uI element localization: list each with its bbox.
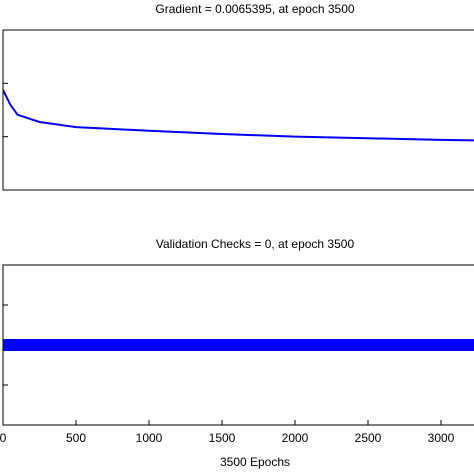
- x-tick-label: 2500: [355, 431, 382, 445]
- x-axis-label: 3500 Epochs: [220, 455, 290, 469]
- plot-area: [3, 89, 474, 142]
- x-tick-label: 1500: [209, 431, 236, 445]
- chart-title: Gradient = 0.0065395, at epoch 3500: [155, 2, 354, 16]
- x-tick-label: 2000: [282, 431, 309, 445]
- x-tick-label: 3000: [428, 431, 455, 445]
- chart-title: Validation Checks = 0, at epoch 3500: [156, 237, 355, 251]
- x-tick-label: 500: [66, 431, 86, 445]
- x-tick-label: 1000: [136, 431, 163, 445]
- data-line: [3, 89, 474, 142]
- axes: [2, 29, 474, 191]
- x-tick-label: 0: [0, 431, 7, 445]
